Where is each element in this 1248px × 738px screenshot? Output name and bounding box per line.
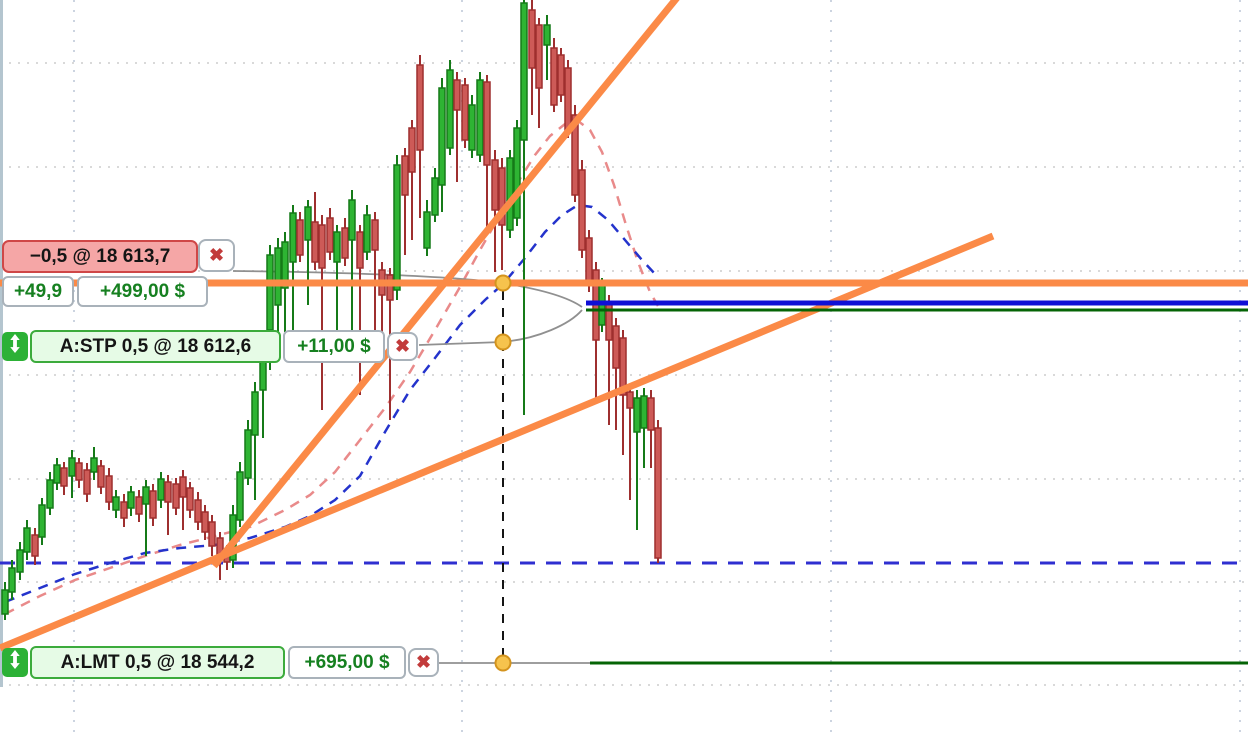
ma-slow-blue-dashed	[4, 203, 657, 604]
position-label[interactable]: −0,5 @ 18 613,7	[2, 240, 198, 273]
trend-lines[interactable]	[0, 0, 995, 652]
ma-fast-pink-dashed	[4, 119, 660, 616]
order-handle-dots[interactable]	[494, 274, 512, 672]
position-close-button[interactable]: ✖	[198, 239, 235, 272]
limit-order-drag-icon[interactable]	[2, 648, 28, 677]
candlestick-series	[1, 0, 662, 620]
stop-order-drag-icon[interactable]	[2, 332, 28, 361]
up-down-arrow-icon	[9, 650, 21, 675]
position-pnl-points: +49,9	[2, 276, 74, 307]
stop-order-pnl: +11,00 $	[283, 330, 385, 363]
up-down-arrow-icon	[9, 334, 21, 359]
limit-order-label[interactable]: A:LMT 0,5 @ 18 544,2	[30, 646, 285, 679]
stop-order-label[interactable]: A:STP 0,5 @ 18 612,6	[30, 330, 281, 363]
position-pnl-money: +499,00 $	[77, 276, 208, 307]
chart-left-edge-bar	[0, 0, 3, 687]
limit-order-cancel-button[interactable]: ✖	[408, 648, 439, 677]
limit-order-pnl: +695,00 $	[288, 646, 406, 679]
stop-order-cancel-button[interactable]: ✖	[387, 332, 418, 361]
